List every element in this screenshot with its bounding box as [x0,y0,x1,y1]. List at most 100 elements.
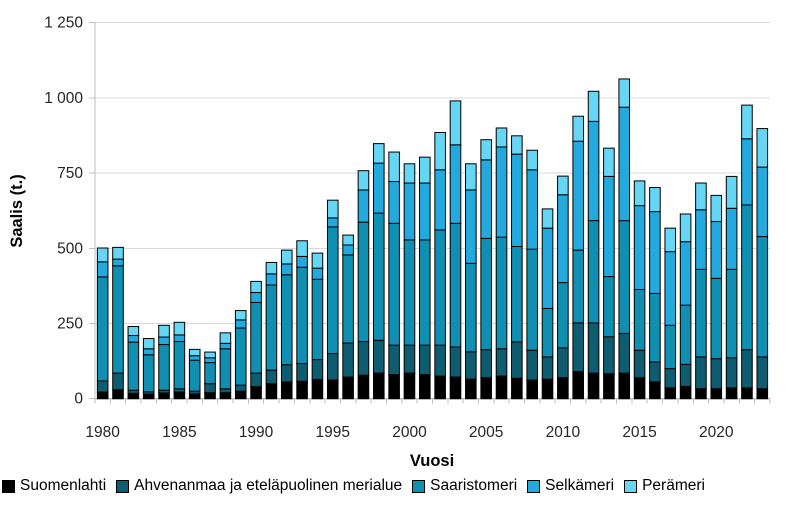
y-tick-label: 0 [74,391,83,408]
bar-2016-selkämeri [649,211,661,294]
legend-swatch-icon [116,479,130,493]
bar-1988-ahvenanmaa [219,388,232,394]
bar-2013-ahvenanmaa [603,336,615,375]
x-tick-label: 2000 [392,424,427,441]
bar-2021-ahvenanmaa [725,357,738,389]
x-tick-label: 2015 [622,424,656,441]
bar-1990-selkämeri [250,292,262,303]
bar-2013-selkämeri [603,175,615,278]
bar-2014-ahvenanmaa [618,332,631,374]
bar-2001-ahvenanmaa [419,344,431,376]
bar-2005-saaristomeri [480,237,492,351]
bar-2012-perämeri [587,90,600,122]
x-tick-label: 1995 [316,424,350,441]
bar-2010-selkämeri [557,194,569,284]
bar-1997-saaristomeri [357,221,370,343]
bar-2006-saaristomeri [495,236,508,350]
bar-1981-selkämeri [112,258,124,267]
bar-1999-ahvenanmaa [388,344,400,376]
bar-2015-perämeri [633,180,646,207]
bar-1990-perämeri [250,280,262,294]
bar-2022-ahvenanmaa [741,349,753,389]
legend-label: Ahvenanmaa ja eteläpuolinen merialue [134,477,403,494]
bar-1981-ahvenanmaa [112,372,124,391]
bar-1980-saaristomeri [96,276,109,382]
bar-1993-saaristomeri [296,266,308,365]
x-tick-label: 2010 [546,424,581,441]
bar-2014-perämeri [618,78,631,108]
bar-2006-perämeri [495,127,508,148]
x-tick-label: 1980 [85,424,120,441]
bar-1996-perämeri [342,234,354,246]
bar-2004-selkämeri [465,189,477,264]
legend-item-4: Selkämeri [527,477,614,495]
bar-2021-saaristomeri [725,268,738,359]
bar-1995-perämeri [326,199,339,219]
bar-1988-saaristomeri [219,348,232,390]
y-tick-label: 750 [57,165,83,182]
bar-2022-suomenlahti [741,387,753,400]
x-tick-label: 1985 [162,424,196,441]
bar-2002-perämeri [434,131,446,171]
bar-1989-selkämeri [234,319,247,329]
bar-1999-suomenlahti [388,374,400,400]
bar-2005-perämeri [480,139,492,161]
bar-1985-saaristomeri [173,341,186,390]
bar-1992-ahvenanmaa [280,364,293,383]
bar-2012-selkämeri [587,120,600,222]
bar-1997-selkämeri [357,189,370,223]
bar-2011-perämeri [572,115,585,142]
x-axis-title: Vuosi [410,452,454,470]
bar-2003-ahvenanmaa [449,346,462,378]
bar-2005-selkämeri [480,159,492,239]
bar-2011-suomenlahti [572,371,585,400]
bar-1995-suomenlahti [326,379,339,400]
legend-item-5: Perämeri [624,477,705,495]
bar-2002-suomenlahti [434,375,446,400]
bar-2019-selkämeri [695,209,707,270]
bar-1984-perämeri [158,324,170,338]
bar-2018-saaristomeri [679,304,692,365]
bar-1982-suomenlahti [127,392,140,400]
bar-2001-suomenlahti [419,374,431,400]
tick-labels: 0 250 500 750 1 000 1 250 1980 1985 1990 1995 2000… [44,15,734,441]
bar-1997-ahvenanmaa [357,341,370,376]
bar-1994-saaristomeri [311,278,324,361]
bar-1996-selkämeri [342,244,354,256]
bar-1992-suomenlahti [280,381,293,400]
bar-1986-perämeri [188,348,201,357]
bar-2023-perämeri [756,128,769,168]
legend-label: Selkämeri [545,477,615,494]
bar-2020-selkämeri [710,221,723,279]
bar-2008-suomenlahti [526,379,538,400]
bar-1987-ahvenanmaa [204,383,216,394]
legend-item-3: Saaristomeri [412,477,517,495]
bar-2012-suomenlahti [587,372,600,400]
bar-2013-suomenlahti [603,373,615,400]
bar-2017-saaristomeri [664,324,677,370]
bar-2007-perämeri [511,135,523,155]
bar-1997-suomenlahti [357,374,370,400]
bar-2002-ahvenanmaa [434,344,446,377]
bar-1989-perämeri [234,310,247,321]
bar-2016-suomenlahti [649,381,661,400]
bar-1993-ahvenanmaa [296,363,308,382]
bar-1991-selkämeri [265,273,278,286]
bar-2000-perämeri [403,163,416,184]
bar-1998-suomenlahti [372,372,385,400]
bar-2008-perämeri [526,149,538,171]
bar-1999-selkämeri [388,181,400,224]
bar-1995-saaristomeri [326,226,339,355]
bar-2014-suomenlahti [618,372,631,400]
bar-1994-perämeri [311,252,324,269]
bar-2010-ahvenanmaa [557,347,569,379]
bar-1980-selkämeri [96,261,109,278]
bar-1982-perämeri [127,326,140,337]
bar-2019-perämeri [695,182,707,211]
bar-1994-selkämeri [311,267,324,280]
bar-1994-suomenlahti [311,378,324,400]
bar-1991-saaristomeri [265,284,278,371]
bar-2001-saaristomeri [419,239,431,346]
bar-2010-perämeri [557,175,569,196]
bar-2000-ahvenanmaa [403,344,416,374]
